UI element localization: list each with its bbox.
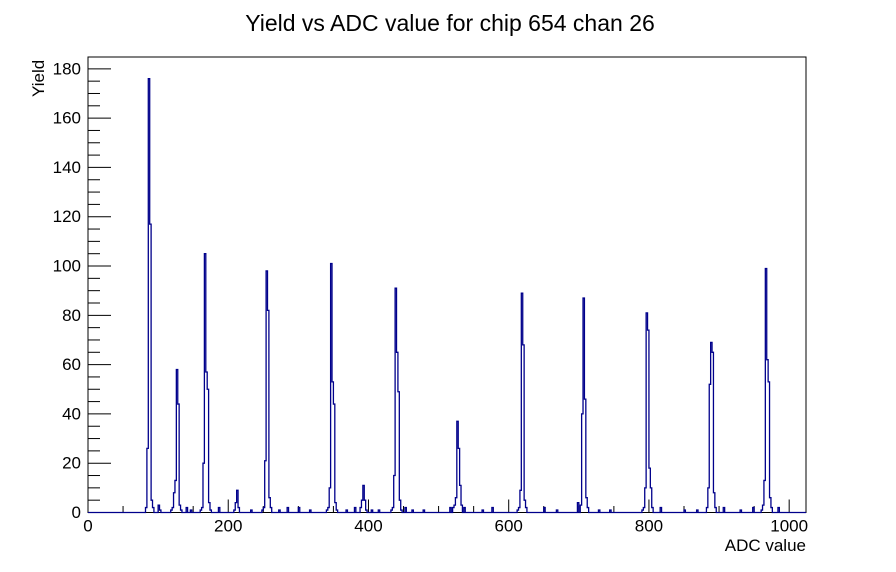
y-tick-label: 40 — [62, 404, 81, 423]
chart-title: Yield vs ADC value for chip 654 chan 26 — [245, 10, 655, 36]
x-tick-label: 600 — [495, 517, 523, 536]
y-axis-title: Yield — [29, 60, 48, 97]
y-tick-label: 100 — [53, 257, 81, 276]
y-tick-label: 140 — [53, 158, 81, 177]
histogram-line — [88, 78, 806, 514]
y-tick-label: 0 — [72, 503, 81, 522]
y-tick-label: 120 — [53, 207, 81, 226]
x-tick-label: 800 — [635, 517, 663, 536]
y-tick-label: 20 — [62, 454, 81, 473]
x-tick-label: 1000 — [770, 517, 808, 536]
x-axis-title: ADC value — [725, 536, 806, 555]
series-layer — [88, 78, 806, 514]
x-tick-label: 0 — [83, 517, 92, 536]
axes-layer: 0 200 400 600 800 1000 0 20 40 60 80 100 120 140 160 18… — [53, 56, 808, 536]
plot-frame — [87, 56, 807, 513]
x-tick-label: 400 — [354, 517, 382, 536]
y-tick-label: 60 — [62, 355, 81, 374]
y-tick-label: 160 — [53, 109, 81, 128]
y-tick-label: 80 — [62, 306, 81, 325]
x-tick-label: 200 — [214, 517, 242, 536]
y-tick-label: 180 — [53, 59, 81, 78]
